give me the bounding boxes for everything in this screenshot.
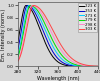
223 K bbox=[97, 66, 99, 67]
279 K bbox=[95, 66, 96, 67]
298 K bbox=[97, 66, 99, 67]
303 K bbox=[56, 37, 58, 38]
303 K bbox=[17, 61, 19, 62]
223 K bbox=[95, 66, 96, 67]
303 K bbox=[54, 33, 55, 34]
253 K bbox=[80, 66, 82, 67]
279 K bbox=[54, 44, 55, 45]
223 K bbox=[17, 41, 19, 42]
298 K bbox=[95, 66, 96, 67]
303 K bbox=[22, 50, 23, 51]
298 K bbox=[95, 66, 96, 67]
279 K bbox=[80, 65, 82, 66]
273 K bbox=[97, 66, 99, 67]
273 K bbox=[80, 66, 82, 67]
Line: 303 K: 303 K bbox=[18, 6, 98, 66]
223 K bbox=[54, 59, 55, 60]
Legend: 223 K, 253 K, 273 K, 279 K, 298 K, 303 K: 223 K, 253 K, 273 K, 279 K, 298 K, 303 K bbox=[78, 3, 97, 32]
279 K bbox=[97, 66, 99, 67]
253 K bbox=[27, 5, 28, 6]
298 K bbox=[80, 64, 82, 65]
273 K bbox=[54, 49, 55, 50]
273 K bbox=[95, 66, 96, 67]
303 K bbox=[95, 66, 96, 67]
223 K bbox=[25, 5, 27, 6]
273 K bbox=[56, 53, 58, 54]
298 K bbox=[54, 39, 55, 40]
298 K bbox=[56, 43, 58, 44]
Y-axis label: Em. Intensity (norm.): Em. Intensity (norm.) bbox=[1, 8, 6, 61]
298 K bbox=[31, 5, 33, 6]
279 K bbox=[22, 40, 23, 41]
253 K bbox=[95, 66, 96, 67]
279 K bbox=[30, 5, 31, 6]
303 K bbox=[33, 5, 34, 6]
298 K bbox=[17, 60, 19, 61]
Line: 223 K: 223 K bbox=[18, 6, 98, 66]
X-axis label: Wavelength (nm): Wavelength (nm) bbox=[37, 76, 79, 81]
223 K bbox=[22, 17, 23, 18]
Line: 279 K: 279 K bbox=[18, 6, 98, 66]
253 K bbox=[95, 66, 96, 67]
273 K bbox=[17, 55, 19, 56]
279 K bbox=[56, 48, 58, 49]
279 K bbox=[95, 66, 96, 67]
273 K bbox=[95, 66, 96, 67]
Line: 298 K: 298 K bbox=[18, 6, 98, 66]
253 K bbox=[97, 66, 99, 67]
Line: 273 K: 273 K bbox=[18, 6, 98, 66]
273 K bbox=[28, 5, 30, 6]
303 K bbox=[80, 63, 82, 64]
253 K bbox=[22, 25, 23, 26]
223 K bbox=[80, 66, 82, 67]
303 K bbox=[97, 66, 99, 67]
298 K bbox=[22, 47, 23, 48]
303 K bbox=[95, 66, 96, 67]
253 K bbox=[54, 54, 55, 55]
273 K bbox=[22, 35, 23, 36]
223 K bbox=[95, 66, 96, 67]
Line: 253 K: 253 K bbox=[18, 6, 98, 66]
223 K bbox=[56, 61, 58, 62]
253 K bbox=[56, 57, 58, 58]
279 K bbox=[17, 56, 19, 57]
